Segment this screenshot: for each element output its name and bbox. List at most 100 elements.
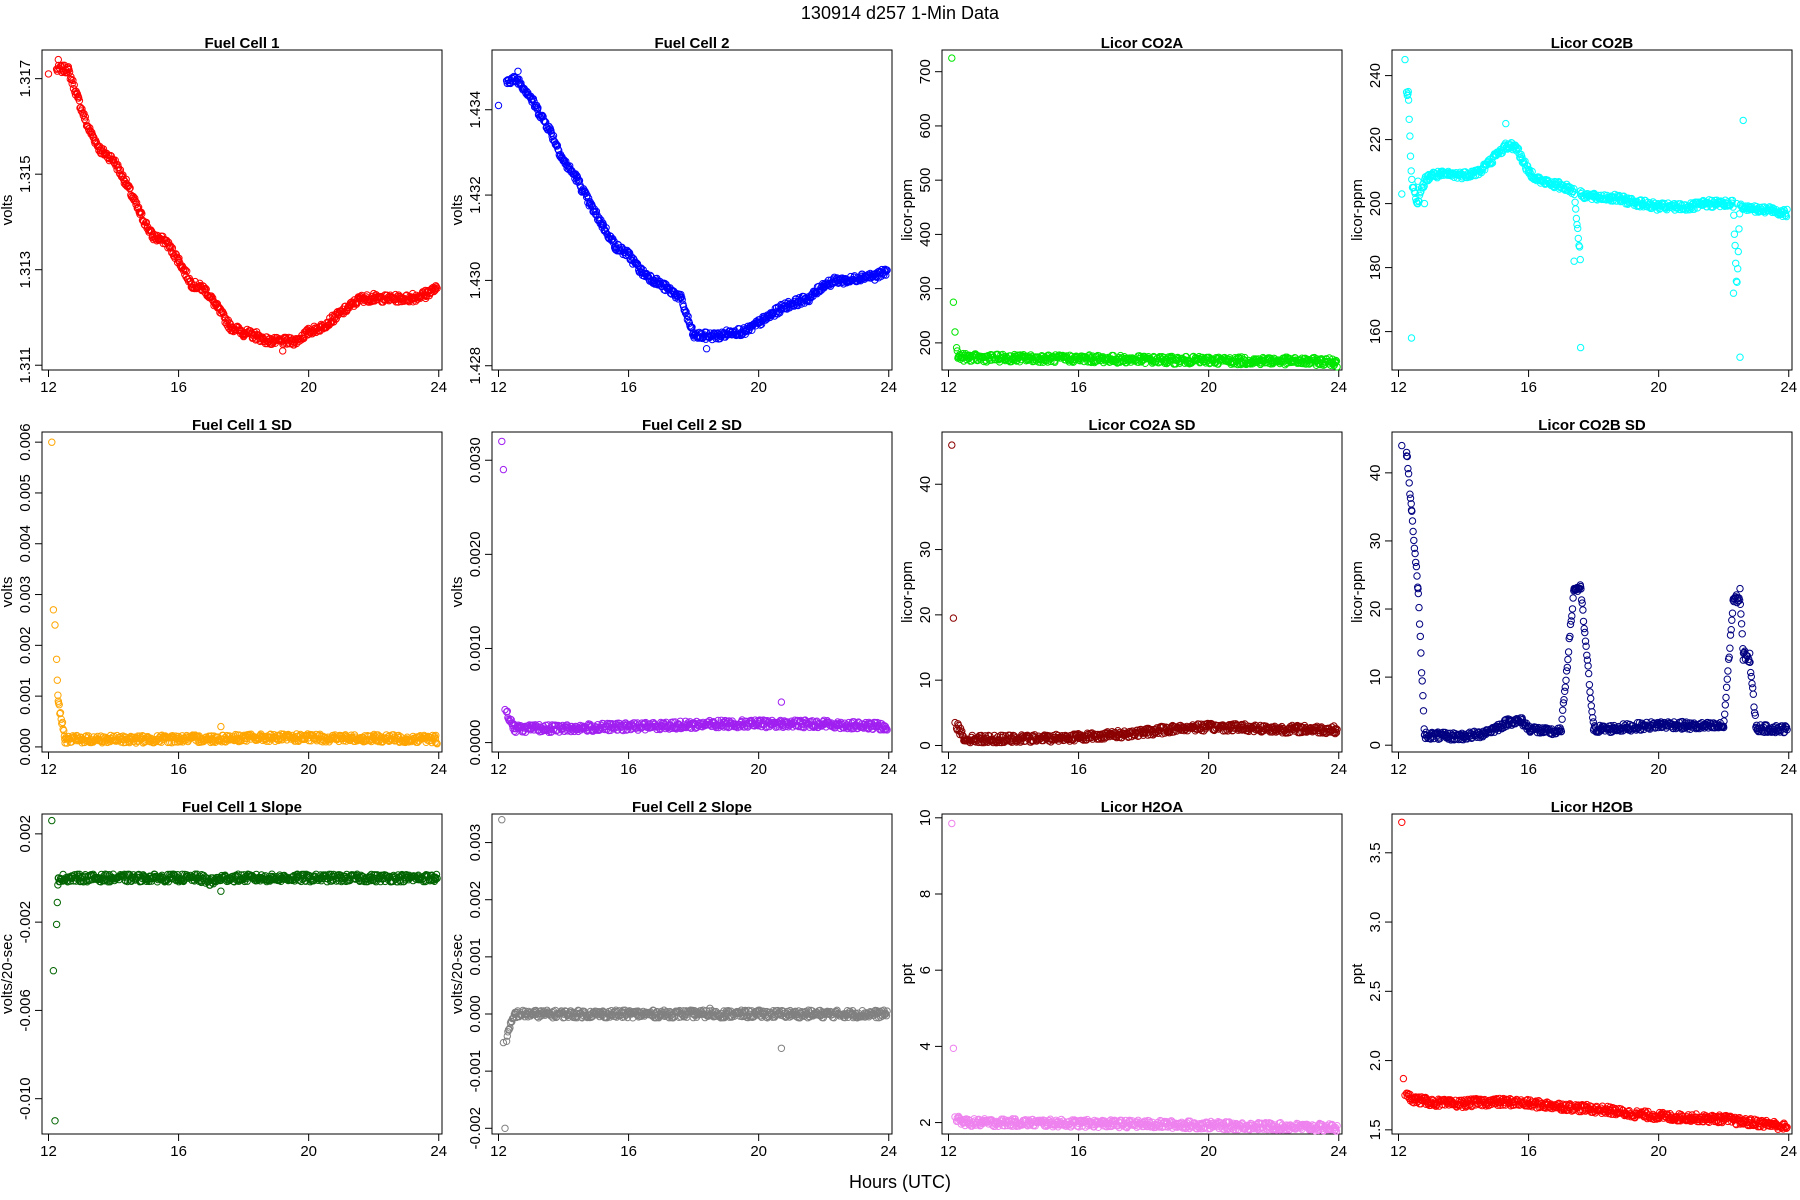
panel-title: Fuel Cell 2 — [654, 35, 729, 52]
y-axis-label: licor-ppm — [899, 561, 916, 623]
data-point — [1728, 609, 1737, 617]
data-point — [73, 89, 81, 97]
data-point — [562, 157, 570, 166]
data-point — [807, 294, 815, 302]
y-tick-label: 180 — [1367, 255, 1384, 280]
y-tick-label: 0.000 — [17, 728, 34, 766]
y-tick-label: 1.432 — [467, 176, 484, 214]
data-point — [702, 345, 711, 353]
y-axis-label: volts — [449, 577, 466, 608]
data-point — [683, 316, 692, 324]
data-point — [777, 698, 786, 706]
data-point — [1561, 683, 1570, 691]
data-point — [1585, 681, 1594, 689]
data-point — [1412, 562, 1421, 571]
data-point — [75, 97, 84, 105]
data-point — [233, 322, 242, 330]
x-tick-label: 20 — [300, 379, 317, 396]
y-tick-label: 0.002 — [17, 627, 34, 665]
data-point — [1739, 116, 1747, 125]
data-point — [54, 691, 62, 699]
data-point — [54, 55, 62, 64]
panel-title: Licor CO2A SD — [1089, 417, 1196, 434]
data-point — [1572, 214, 1581, 223]
data-point — [1574, 234, 1583, 243]
data-point — [1405, 479, 1413, 487]
data-point — [1735, 225, 1743, 233]
data-point — [534, 104, 542, 112]
x-tick-label: 16 — [1070, 761, 1087, 778]
y-tick-label: 0.0010 — [467, 626, 484, 672]
x-tick-label: 20 — [750, 761, 767, 778]
data-series — [948, 441, 1341, 747]
data-point — [1736, 353, 1744, 361]
x-tick-label: 12 — [940, 761, 957, 778]
y-tick-label: 1.430 — [467, 262, 484, 300]
data-point — [1564, 648, 1573, 656]
data-point — [131, 197, 140, 205]
data-point — [1398, 441, 1406, 450]
plot-frame — [491, 431, 893, 753]
data-point — [1724, 667, 1732, 675]
y-tick-label: 10 — [917, 672, 934, 689]
x-tick-label: 12 — [1390, 761, 1407, 778]
y-tick-label: 500 — [917, 168, 934, 193]
y-tick-label: 200 — [917, 330, 934, 355]
data-point — [1415, 603, 1423, 612]
data-point — [949, 614, 958, 622]
data-point — [1398, 190, 1406, 198]
data-point — [494, 101, 503, 110]
data-point — [1728, 616, 1736, 624]
x-tick-label: 20 — [1200, 379, 1217, 396]
data-point — [1414, 589, 1423, 598]
y-axis-label: licor-ppm — [1349, 561, 1366, 623]
data-point — [1407, 167, 1415, 175]
data-point — [181, 266, 190, 274]
y-tick-label: 0.004 — [17, 525, 34, 563]
x-tick-label: 12 — [40, 761, 57, 778]
data-point — [506, 78, 514, 87]
y-tick-label: 200 — [1367, 191, 1384, 216]
y-tick-label: 240 — [1367, 63, 1384, 88]
data-point — [1574, 224, 1582, 233]
data-point — [621, 248, 629, 256]
data-point — [64, 63, 73, 71]
data-point — [1586, 688, 1594, 696]
x-tick-label: 20 — [1200, 761, 1217, 778]
panel-title: Licor CO2A — [1101, 35, 1184, 52]
panel-title: Licor CO2B — [1551, 35, 1634, 52]
y-tick-label: 1.428 — [467, 347, 484, 385]
data-point — [1722, 683, 1731, 691]
data-point — [678, 296, 686, 304]
y-axis-label: licor-ppm — [899, 179, 916, 241]
y-tick-label: 0 — [917, 741, 934, 749]
data-point — [1579, 606, 1587, 614]
y-tick-label: 0.001 — [17, 677, 34, 715]
data-point — [1576, 343, 1585, 352]
data-point — [1569, 594, 1577, 602]
data-point — [1585, 669, 1593, 678]
data-point — [682, 308, 690, 316]
data-point — [1721, 710, 1729, 718]
y-tick-label: 1.434 — [467, 91, 484, 129]
x-tick-label: 24 — [880, 761, 897, 778]
y-tick-label: 400 — [917, 222, 934, 247]
data-point — [1406, 152, 1415, 160]
data-series — [48, 438, 441, 748]
data-point — [1502, 119, 1510, 128]
y-tick-label: 0.003 — [17, 576, 34, 614]
y-tick-label: 700 — [917, 59, 934, 84]
data-point — [175, 254, 183, 262]
figure-title: 130914 d257 1-Min Data — [801, 3, 1000, 23]
data-point — [685, 319, 694, 327]
data-point — [545, 122, 553, 131]
data-point — [949, 298, 958, 306]
y-tick-label: 1.315 — [17, 155, 34, 193]
data-point — [44, 70, 53, 78]
data-point — [1409, 527, 1417, 536]
data-point — [1726, 644, 1734, 652]
